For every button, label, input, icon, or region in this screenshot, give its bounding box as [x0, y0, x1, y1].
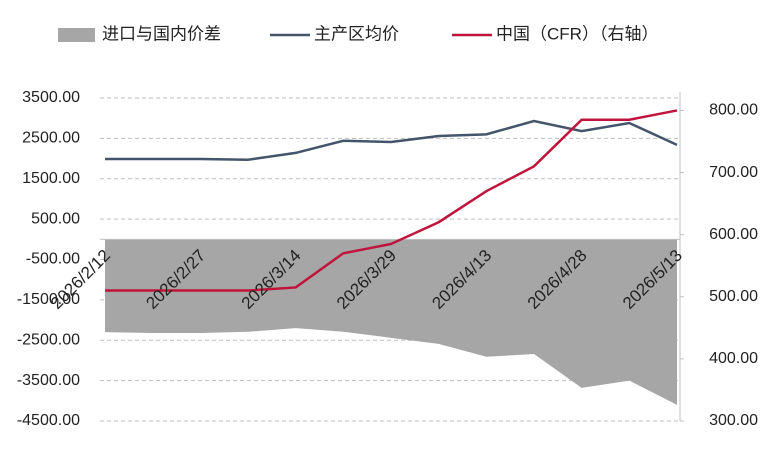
- y2-tick-label: 300.00: [709, 412, 758, 429]
- legend-swatch: [58, 28, 95, 42]
- y-tick-label: -4500.00: [17, 412, 80, 429]
- legend-label: 中国（CFR）（右轴）: [496, 24, 658, 43]
- y2-tick-label: 500.00: [709, 288, 758, 305]
- y2-tick-label: 700.00: [709, 164, 758, 181]
- y2-tick-label: 400.00: [709, 350, 758, 367]
- legend-label: 主产区均价: [314, 24, 399, 43]
- legend-label: 进口与国内价差: [102, 24, 221, 43]
- line: [105, 109, 678, 292]
- y-tick-label: -500.00: [26, 251, 80, 268]
- line: [105, 119, 678, 162]
- area: [105, 239, 677, 405]
- y-tick-label: 2500.00: [22, 130, 80, 147]
- y-tick-label: -1500.00: [17, 291, 80, 308]
- y-tick-label: -3500.00: [17, 372, 80, 389]
- y2-tick-label: 600.00: [709, 226, 758, 243]
- y2-tick-label: 800.00: [709, 102, 758, 119]
- y-tick-label: -2500.00: [17, 331, 80, 348]
- y-tick-label: 500.00: [31, 210, 80, 227]
- y-tick-label: 3500.00: [22, 89, 80, 106]
- y-tick-label: 1500.00: [22, 170, 80, 187]
